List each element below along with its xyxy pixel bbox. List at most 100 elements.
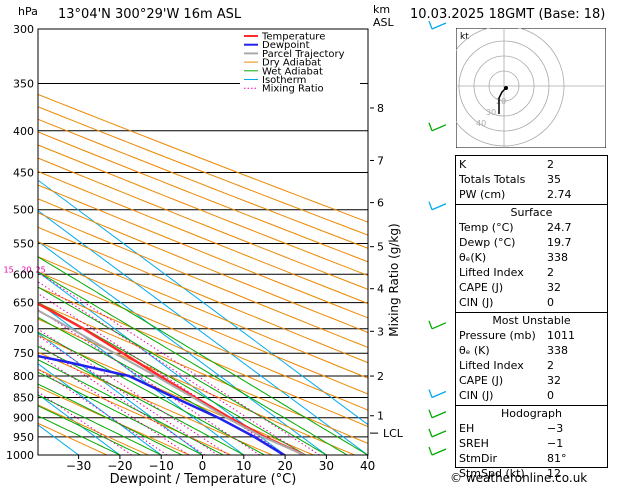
isotherm-line [38, 363, 162, 455]
mixing-ratio-line [38, 292, 286, 455]
km-label: 6 [377, 197, 384, 210]
index-value: 35 [547, 173, 561, 186]
storm-motion-marker [504, 86, 508, 90]
index-key: Lifted Index [459, 266, 524, 279]
mixing-ratio-axis-label: Mixing Ratio (g/kg) [387, 223, 401, 336]
isotherm-line [38, 210, 368, 455]
dry-adiabat-line [38, 184, 368, 319]
hodograph-ring-label: 20 [496, 97, 506, 106]
legend-entry: Dry Adiabat [262, 58, 321, 69]
dry-adiabat-line [38, 386, 190, 455]
index-key: Dewp (°C) [459, 236, 516, 249]
km-label: 7 [377, 155, 384, 168]
legend-entry: Isotherm [262, 75, 306, 86]
section-divider [456, 312, 607, 313]
wet-adiabat-line [38, 405, 141, 455]
credit-label: © weatheronline.co.uk [450, 471, 588, 485]
section-divider [456, 405, 607, 406]
location-label: 13°04'N 300°29'W 16m ASL [58, 7, 242, 22]
index-key: SREH [459, 437, 489, 450]
index-value: 32 [547, 281, 561, 294]
x-tick-label: −20 [107, 459, 132, 473]
legend-entry: Wet Adiabat [262, 66, 323, 77]
index-key: CIN (J) [459, 389, 494, 402]
wet-adiabat-line [38, 383, 183, 455]
index-key: θₑ(K) [459, 251, 487, 264]
index-key: Lifted Index [459, 359, 524, 372]
mixing-ratio-line [38, 328, 229, 455]
index-key: Temp (°C) [459, 221, 514, 234]
index-key: StmSpd (kt) [459, 467, 525, 480]
wind-barb [431, 411, 447, 419]
dry-adiabat-line [38, 170, 368, 305]
lcl-label: LCL [383, 427, 404, 440]
indices-panel: K 2 Totals Totals 35 PW (cm) 2.74 Surface Temp … [455, 155, 608, 480]
wind-barb-flag [428, 201, 433, 210]
wind-barb [431, 203, 447, 211]
km-label: 8 [377, 102, 384, 115]
wind-barb-flag [428, 320, 433, 330]
dry-adiabat-line [38, 131, 368, 263]
index-value: 2 [547, 158, 554, 171]
index-row: Dewp (°C) 19.7 [459, 236, 605, 251]
hodograph-trace [498, 87, 507, 114]
wet-adiabat-line [38, 394, 162, 455]
index-row: CIN (J) 0 [459, 389, 605, 404]
mixing-ratio-line [40, 273, 320, 455]
index-value: 0 [547, 296, 554, 309]
pressure-tick-label: 400 [13, 125, 34, 138]
wind-barb [431, 322, 447, 330]
index-row: Totals Totals 35 [459, 173, 605, 188]
dry-adiabat-line [38, 106, 368, 236]
wind-barb-flag [428, 20, 433, 30]
dry-adiabat-line [38, 212, 368, 349]
index-row: θₑ (K) 338 [459, 344, 605, 359]
pressure-tick-label: 750 [13, 347, 34, 360]
pressure-tick-label: 350 [13, 78, 34, 91]
index-key: K [459, 158, 467, 171]
km-label: 4 [377, 283, 384, 296]
x-tick-label: 30 [319, 459, 334, 473]
mixing-ratio-line [38, 281, 305, 455]
mixing-ratio-label: 25 [36, 265, 46, 274]
x-tick-label: 20 [277, 459, 292, 473]
dewpoint-line [38, 354, 285, 455]
wind-barb [431, 430, 447, 438]
index-value: 1011 [547, 329, 575, 342]
index-row: StmDir 81° [459, 452, 605, 467]
index-value: −3 [547, 422, 564, 435]
legend-entry: Temperature [261, 32, 325, 43]
index-section-title: Most Unstable [492, 314, 571, 327]
legend-entry: Dewpoint [262, 40, 310, 51]
hpa-unit-label: hPa [18, 5, 38, 18]
section-divider [456, 204, 607, 205]
wet-adiabat-line [38, 371, 203, 455]
index-value: 338 [547, 344, 568, 357]
index-row: SREH −1 [459, 437, 605, 452]
index-key: Totals Totals [459, 173, 526, 186]
x-tick-label: −30 [66, 459, 91, 473]
hodograph-unit-label: kt [460, 32, 469, 42]
dry-adiabat-line [38, 368, 232, 455]
index-row: Pressure (mb) 1011 [459, 329, 605, 344]
index-row: Temp (°C) 24.7 [459, 221, 605, 236]
wet-adiabat-line [38, 256, 368, 455]
index-section-title: Hodograph [501, 407, 562, 420]
wet-adiabat-line [38, 271, 348, 455]
dry-adiabat-line [38, 118, 368, 249]
dry-adiabat-line [38, 93, 368, 223]
pressure-tick-label: 650 [13, 297, 34, 310]
km-label: 3 [377, 325, 384, 338]
index-row: θₑ(K) 338 [459, 251, 605, 266]
x-tick-label: −10 [149, 459, 174, 473]
dry-adiabat-line [38, 256, 368, 395]
dry-adiabat-line [38, 351, 273, 455]
dry-adiabat-line [38, 286, 368, 428]
km-label: 1 [377, 410, 384, 423]
wind-barb-flag [428, 446, 433, 456]
wind-barb-flag [428, 122, 433, 132]
index-row: PW (cm) 2.74 [459, 188, 605, 203]
legend-entry: Parcel Trajectory [262, 49, 345, 60]
wind-barb-flag [428, 428, 433, 438]
